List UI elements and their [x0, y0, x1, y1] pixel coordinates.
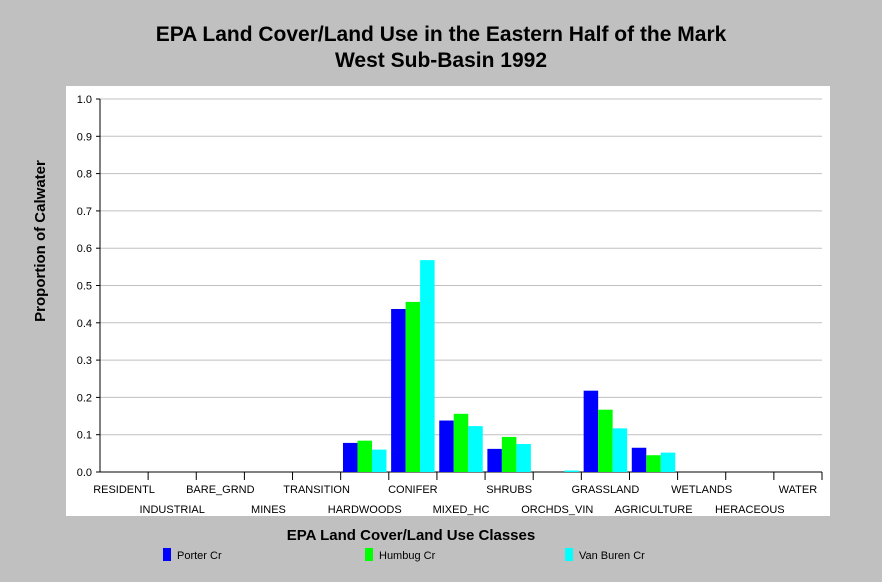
bar: [405, 301, 421, 472]
bar: [487, 448, 502, 472]
x-tick-label: GRASSLAND: [571, 484, 639, 496]
y-tick-label: 0.3: [77, 355, 92, 367]
x-tick-label: HARDWOODS: [328, 504, 402, 516]
bar: [371, 449, 387, 472]
x-tick-label: AGRICULTURE: [615, 504, 693, 516]
x-axis-label: EPA Land Cover/Land Use Classes: [287, 527, 535, 544]
bar: [420, 260, 435, 472]
legend-swatch: [565, 548, 573, 561]
y-tick-label: 0.6: [77, 243, 92, 255]
x-tick-label: SHRUBS: [486, 484, 532, 496]
x-tick-label: TRANSITION: [283, 484, 350, 496]
x-tick-label: MINES: [251, 504, 286, 516]
plot-panel: 0.0 0.1 0.2 0.3 0.4 0.5 0.6 0.7 0.8 0.9 1.0 RESIDEN…: [66, 86, 830, 516]
bar: [439, 420, 454, 472]
chart-title-line-1: EPA Land Cover/Land Use in the Eastern H…: [155, 23, 727, 46]
legend-item: Humbug Cr: [365, 548, 435, 562]
bar: [342, 442, 358, 472]
bar: [391, 308, 406, 472]
y-tick-label: 0.0: [77, 467, 92, 479]
x-tick-label: HERACEOUS: [715, 504, 785, 516]
bar: [501, 436, 517, 472]
y-axis-label: Proportion of Calwater: [32, 160, 49, 322]
bar: [660, 452, 676, 472]
bar: [598, 409, 613, 472]
x-tick-label: ORCHDS_VIN: [521, 504, 593, 516]
x-tick-label: RESIDENTL: [93, 484, 155, 496]
bar: [468, 426, 483, 472]
x-tick-label: CONIFER: [388, 484, 438, 496]
y-tick-label: 0.9: [77, 131, 92, 143]
x-tick-label: WATER: [779, 484, 818, 496]
legend-label: Porter Cr: [177, 550, 222, 562]
bar: [564, 470, 580, 472]
bar: [453, 413, 469, 472]
chart-title: EPA Land Cover/Land Use in the Eastern H…: [0, 22, 882, 74]
bar: [357, 440, 372, 472]
legend-item: Van Buren Cr: [565, 548, 645, 562]
legend-swatch: [163, 548, 171, 561]
bar: [612, 428, 628, 472]
legend-swatch: [365, 548, 373, 561]
chart-title-line-2: West Sub-Basin 1992: [334, 49, 548, 72]
x-tick-label: MIXED_HC: [433, 504, 490, 516]
y-tick-label: 0.8: [77, 169, 92, 181]
y-tick-label: 0.1: [77, 430, 92, 442]
y-tick-label: 0.7: [77, 206, 92, 218]
bar: [583, 390, 599, 472]
y-tick-label: 0.2: [77, 392, 92, 404]
y-tick-label: 0.5: [77, 281, 92, 293]
bar: [631, 447, 647, 472]
y-tick-label: 1.0: [77, 94, 92, 106]
legend-label: Van Buren Cr: [579, 550, 645, 562]
x-tick-label: INDUSTRIAL: [139, 504, 204, 516]
y-tick-label: 0.4: [77, 318, 92, 330]
x-tick-label: WETLANDS: [671, 484, 732, 496]
legend-label: Humbug Cr: [379, 550, 436, 562]
bar-chart: 0.0 0.1 0.2 0.3 0.4 0.5 0.6 0.7 0.8 0.9 1.0 RESIDEN…: [77, 94, 823, 516]
x-tick-label: BARE_GRND: [186, 484, 255, 496]
bar: [516, 444, 531, 472]
bar: [646, 455, 661, 472]
legend-item: Porter Cr: [163, 548, 222, 562]
